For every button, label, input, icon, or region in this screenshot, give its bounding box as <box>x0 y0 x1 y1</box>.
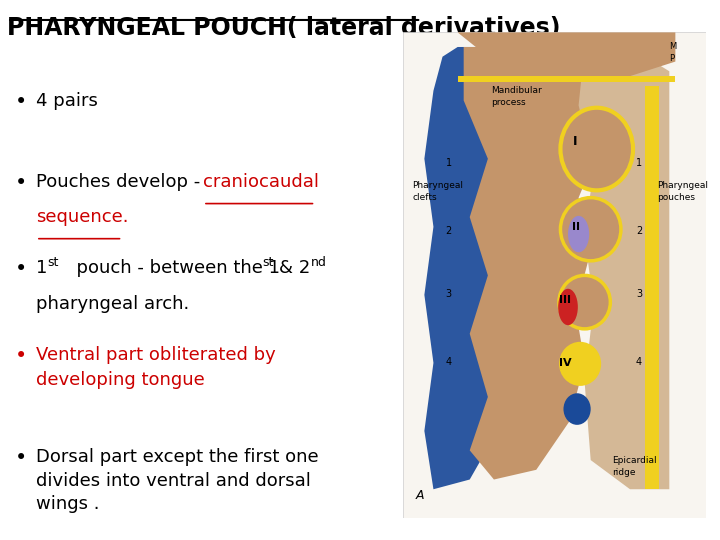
Text: •: • <box>14 92 27 112</box>
Text: •: • <box>14 259 27 279</box>
Text: •: • <box>14 346 27 366</box>
Text: 2: 2 <box>446 226 451 236</box>
Text: ridge: ridge <box>612 468 635 477</box>
Ellipse shape <box>568 216 589 252</box>
Text: M: M <box>670 43 677 51</box>
Text: A: A <box>415 489 424 502</box>
Text: I: I <box>573 135 578 148</box>
Text: pouches: pouches <box>657 193 696 202</box>
Text: II: II <box>572 222 580 232</box>
Polygon shape <box>458 32 675 76</box>
Text: 1: 1 <box>446 158 451 168</box>
Bar <box>645 86 659 489</box>
Text: 3: 3 <box>446 289 451 299</box>
Text: Mandibular: Mandibular <box>491 86 541 95</box>
Ellipse shape <box>559 275 611 329</box>
Text: 1: 1 <box>636 158 642 168</box>
Bar <box>458 76 675 82</box>
Text: •: • <box>14 173 27 193</box>
Text: Epicardial: Epicardial <box>612 456 657 464</box>
Text: Dorsal part except the first one
divides into ventral and dorsal
wings .: Dorsal part except the first one divides… <box>36 448 319 514</box>
Text: st: st <box>48 256 59 269</box>
Text: 1: 1 <box>36 259 48 277</box>
Text: Pharyngeal: Pharyngeal <box>413 181 463 190</box>
Text: process: process <box>491 98 526 107</box>
Text: P: P <box>670 53 675 63</box>
Ellipse shape <box>560 198 621 261</box>
Polygon shape <box>579 47 670 489</box>
Text: •: • <box>14 448 27 468</box>
Ellipse shape <box>560 107 633 190</box>
Text: pouch - between the 1: pouch - between the 1 <box>65 259 280 277</box>
Ellipse shape <box>564 393 590 425</box>
Text: st: st <box>262 256 274 269</box>
Text: Pharyngeal: Pharyngeal <box>657 181 708 190</box>
Ellipse shape <box>560 343 600 384</box>
Text: 4: 4 <box>446 357 451 367</box>
Text: Pouches develop -: Pouches develop - <box>36 173 206 191</box>
Ellipse shape <box>558 289 578 325</box>
Text: sequence.: sequence. <box>36 208 128 226</box>
Text: 3: 3 <box>636 289 642 299</box>
Text: 4: 4 <box>636 357 642 367</box>
Text: III: III <box>559 295 571 305</box>
Text: nd: nd <box>311 256 327 269</box>
Polygon shape <box>464 47 603 480</box>
Text: Ventral part obliterated by
developing tongue: Ventral part obliterated by developing t… <box>36 346 276 389</box>
Polygon shape <box>424 47 536 489</box>
Text: IV: IV <box>559 358 571 368</box>
Text: clefts: clefts <box>413 193 437 202</box>
Text: craniocaudal: craniocaudal <box>203 173 319 191</box>
Text: 4 pairs: 4 pairs <box>36 92 98 110</box>
Text: & 2: & 2 <box>279 259 310 277</box>
Text: PHARYNGEAL POUCH( lateral derivatives): PHARYNGEAL POUCH( lateral derivatives) <box>7 16 561 40</box>
Text: 2: 2 <box>636 226 642 236</box>
Text: pharyngeal arch.: pharyngeal arch. <box>36 295 189 313</box>
